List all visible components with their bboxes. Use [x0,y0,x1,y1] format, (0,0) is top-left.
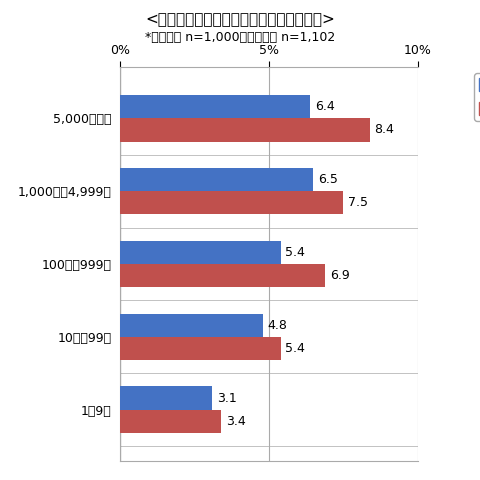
Bar [120,191,343,215]
Bar [120,386,212,410]
Legend: 日本, 米国: 日本, 米国 [474,73,480,120]
Bar [120,95,311,118]
Text: 7.5: 7.5 [348,196,368,209]
Text: 5.4: 5.4 [285,342,305,355]
Text: 8.4: 8.4 [374,123,395,136]
Bar [120,168,313,191]
Text: 3.1: 3.1 [217,392,237,405]
Bar [120,240,281,264]
Bar [120,337,281,360]
Text: <従業員数別の情報セキュリティ投資比率>: <従業員数別の情報セキュリティ投資比率> [145,12,335,27]
Text: 6.4: 6.4 [315,100,335,113]
Bar [120,313,263,337]
Bar [120,118,370,142]
Text: *日本企業 n=1,000、米国企業 n=1,102: *日本企業 n=1,000、米国企業 n=1,102 [145,31,335,44]
Text: 5.4: 5.4 [285,246,305,259]
Text: 3.4: 3.4 [226,415,245,428]
Bar [120,410,221,433]
Bar [120,264,325,288]
Text: 6.9: 6.9 [330,269,349,282]
Text: 4.8: 4.8 [267,319,287,332]
Text: 6.5: 6.5 [318,173,338,186]
